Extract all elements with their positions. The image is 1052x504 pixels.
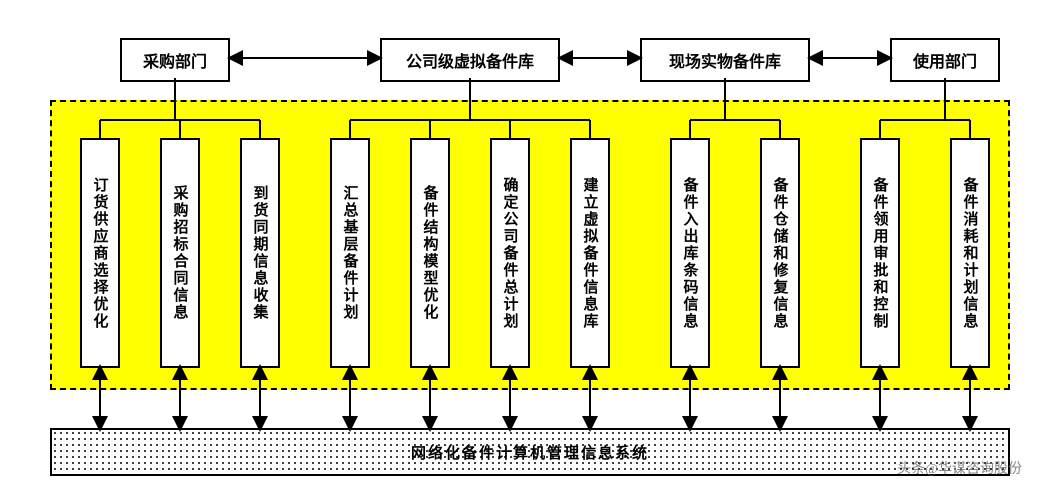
top-box-use: 使用部门	[890, 38, 1000, 82]
vbox-8: 备件仓储和修复信息	[760, 138, 800, 368]
vbox-7: 备件入出库条码信息	[670, 138, 710, 368]
bottom-system-bar: 网络化备件计算机管理信息系统	[50, 428, 1010, 476]
diagram-root: 网络化备件计算机管理信息系统 采购部门 公司级虚拟备件库 现场实物备件库 使用部…	[20, 20, 1032, 484]
vbox-9: 备件领用审批和控制	[860, 138, 900, 368]
watermark: 头条@华谋咨询股份	[897, 458, 1022, 478]
vbox-6: 建立虚拟备件信息库	[570, 138, 610, 368]
vbox-4: 备件结构模型优化	[410, 138, 450, 368]
bottom-bar-label: 网络化备件计算机管理信息系统	[411, 442, 649, 463]
vbox-10: 备件消耗和计划信息	[950, 138, 990, 368]
top-box-site: 现场实物备件库	[640, 38, 810, 82]
vbox-2: 到货同期信息收集	[240, 138, 280, 368]
vbox-0: 订货供应商选择优化	[80, 138, 120, 368]
top-box-purchase: 采购部门	[120, 38, 230, 82]
vbox-1: 采购招标合同信息	[160, 138, 200, 368]
vbox-5: 确定公司备件总计划	[490, 138, 530, 368]
top-box-virtual: 公司级虚拟备件库	[380, 38, 560, 82]
vbox-3: 汇总基层备件计划	[330, 138, 370, 368]
